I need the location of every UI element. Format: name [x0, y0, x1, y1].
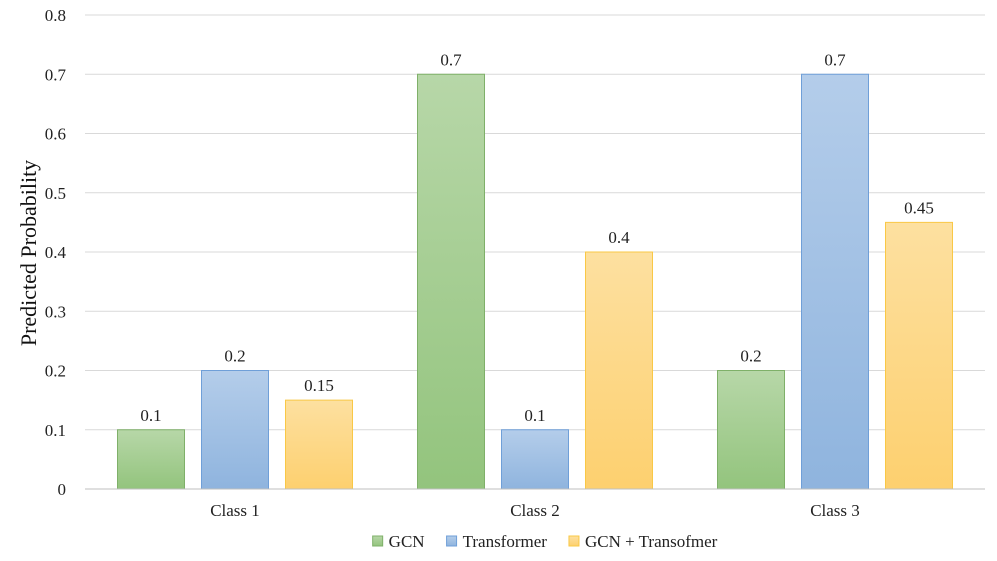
legend: GCN Transformer GCN + Transofmer [372, 532, 718, 551]
y-tick-label: 0.1 [45, 421, 66, 440]
x-category-label: Class 1 [210, 501, 260, 520]
bar-transformer-3 [801, 73, 869, 490]
bar-gcn-transofmer-3 [885, 221, 953, 490]
data-label: 0.4 [608, 228, 630, 247]
y-axis-tick-labels: 0 0.1 0.2 0.3 0.4 0.5 0.6 0.7 0.8 [45, 6, 67, 499]
y-tick-label: 0.7 [45, 65, 67, 84]
bar-gcn-3 [717, 370, 785, 490]
legend-swatch [372, 535, 384, 547]
data-labels: 0.1 0.2 0.15 0.7 0.1 0.4 0.2 0.7 0.45 [140, 50, 934, 425]
y-tick-label: 0.5 [45, 184, 66, 203]
legend-label: GCN [389, 532, 425, 551]
x-category-label: Class 3 [810, 501, 860, 520]
data-label: 0.15 [304, 376, 334, 395]
y-axis-title: Predicted Probability [16, 160, 41, 346]
bar-gcn-1 [117, 429, 185, 490]
data-label: 0.2 [224, 347, 245, 366]
y-tick-label: 0.4 [45, 243, 67, 262]
x-category-label: Class 2 [510, 501, 560, 520]
y-tick-label: 0.8 [45, 6, 66, 25]
legend-label: Transformer [463, 532, 548, 551]
bar-gcn-2 [417, 73, 485, 490]
x-axis-category-labels: Class 1 Class 2 Class 3 [210, 501, 860, 520]
legend-label: GCN + Transofmer [585, 532, 718, 551]
y-tick-label: 0.2 [45, 362, 66, 381]
bar-gcn-transofmer-2 [585, 251, 653, 490]
bar-transformer-2 [501, 429, 569, 490]
data-label: 0.7 [440, 50, 462, 69]
y-tick-label: 0.3 [45, 302, 66, 321]
bar-gcn-transofmer-1 [285, 399, 353, 490]
data-label: 0.2 [740, 347, 761, 366]
data-label: 0.45 [904, 198, 934, 217]
data-label: 0.1 [140, 406, 161, 425]
legend-swatch [568, 535, 580, 547]
y-tick-label: 0.6 [45, 125, 66, 144]
legend-swatch [446, 535, 458, 547]
data-label: 0.7 [824, 50, 846, 69]
bar-transformer-1 [201, 370, 269, 490]
y-tick-label: 0 [58, 480, 67, 499]
data-label: 0.1 [524, 406, 545, 425]
bars [117, 73, 953, 490]
